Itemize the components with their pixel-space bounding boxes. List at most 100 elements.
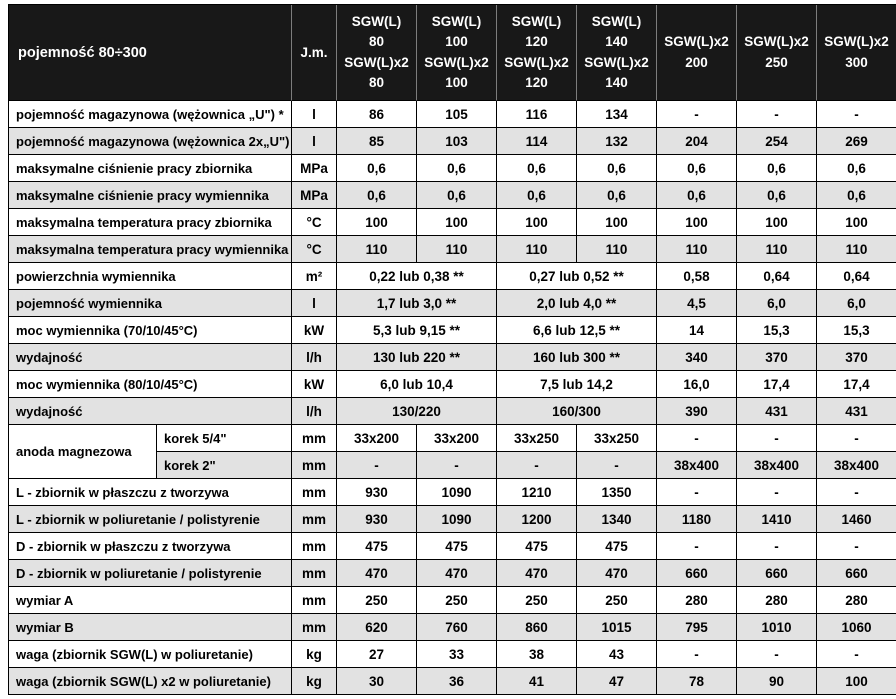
value-cell: 390 — [657, 398, 738, 425]
value-cell: 254 — [737, 128, 818, 155]
value-cell: 5,3 lub 9,15 ** — [337, 317, 498, 344]
value-cell: - — [737, 425, 818, 452]
row-unit: kW — [292, 317, 338, 344]
value-cell: 250 — [337, 587, 418, 614]
value-cell: 33x200 — [337, 425, 418, 452]
row-unit: mm — [292, 479, 338, 506]
value-cell: 0,6 — [817, 155, 896, 182]
row-unit: mm — [292, 452, 338, 479]
row-label: maksymalna temperatura pracy zbiornika — [9, 209, 293, 236]
row-unit: °C — [292, 209, 338, 236]
value-cell: 0,22 lub 0,38 ** — [337, 263, 498, 290]
row-label: L - zbiornik w poliuretanie / polistyren… — [9, 506, 293, 533]
value-cell: - — [817, 425, 896, 452]
value-cell: 0,6 — [737, 182, 818, 209]
value-cell: 6,0 — [817, 290, 896, 317]
value-cell: 130 lub 220 ** — [337, 344, 498, 371]
header-model-col-300: SGW(L)x2 300 — [817, 5, 896, 101]
row-label: L - zbiornik w płaszczu z tworzywa — [9, 479, 293, 506]
value-cell: 0,6 — [737, 155, 818, 182]
header-model-col-140: SGW(L) 140 SGW(L)x2 140 — [577, 5, 658, 101]
value-cell: - — [817, 101, 896, 128]
value-cell: 204 — [657, 128, 738, 155]
value-cell: 280 — [817, 587, 896, 614]
value-cell: 103 — [417, 128, 498, 155]
value-cell: 100 — [337, 209, 418, 236]
table-row: powierzchnia wymiennika m² 0,22 lub 0,38 *… — [9, 263, 896, 290]
row-unit: mm — [292, 506, 338, 533]
value-cell: 33x250 — [577, 425, 658, 452]
value-cell: 100 — [737, 209, 818, 236]
value-cell: 43 — [577, 641, 658, 668]
value-cell: 280 — [737, 587, 818, 614]
row-unit: MPa — [292, 182, 338, 209]
value-cell: 41 — [497, 668, 578, 695]
value-cell: 17,4 — [737, 371, 818, 398]
row-unit: mm — [292, 533, 338, 560]
value-cell: 660 — [737, 560, 818, 587]
row-label: maksymalne ciśnienie pracy zbiornika — [9, 155, 293, 182]
value-cell: 0,6 — [337, 155, 418, 182]
value-cell: - — [577, 452, 658, 479]
value-cell: 33x250 — [497, 425, 578, 452]
header-title: pojemność 80÷300 — [9, 5, 293, 101]
value-cell: 38x400 — [817, 452, 896, 479]
row-label: pojemność magazynowa (wężownica 2x„U") * — [9, 128, 293, 155]
value-cell: - — [657, 425, 738, 452]
table-row: wydajność l/h 130/220 160/300 390 431 431 — [9, 398, 896, 425]
value-cell: 116 — [497, 101, 578, 128]
value-cell: 0,6 — [497, 182, 578, 209]
value-cell: 105 — [417, 101, 498, 128]
header-model-col-100: SGW(L) 100 SGW(L)x2 100 — [417, 5, 498, 101]
row-unit: l — [292, 101, 338, 128]
value-cell: 475 — [577, 533, 658, 560]
value-cell: 1460 — [817, 506, 896, 533]
table-row: korek 2" mm - - - -38x400 38x400 38x400 — [9, 452, 896, 479]
value-cell: 1200 — [497, 506, 578, 533]
value-cell: 0,6 — [657, 182, 738, 209]
row-label: pojemność wymiennika — [9, 290, 293, 317]
row-label: powierzchnia wymiennika — [9, 263, 293, 290]
value-cell: 1060 — [817, 614, 896, 641]
value-cell: - — [657, 533, 738, 560]
value-cell: 1015 — [577, 614, 658, 641]
table-row: D - zbiornik w płaszczu z tworzywa mm 475 4… — [9, 533, 896, 560]
value-cell: 4,5 — [657, 290, 738, 317]
value-cell: 1,7 lub 3,0 ** — [337, 290, 498, 317]
row-sublabel: korek 2" — [157, 452, 293, 479]
table-row: pojemność magazynowa (wężownica „U") * l 8… — [9, 101, 896, 128]
value-cell: 110 — [417, 236, 498, 263]
row-label: D - zbiornik w poliuretanie / polistyren… — [9, 560, 293, 587]
value-cell: 100 — [817, 209, 896, 236]
row-label: waga (zbiornik SGW(L) x2 w poliuretanie) — [9, 668, 293, 695]
table-row: pojemność magazynowa (wężownica 2x„U") *… — [9, 128, 896, 155]
value-cell: 280 — [657, 587, 738, 614]
value-cell: 620 — [337, 614, 418, 641]
value-cell: 1340 — [577, 506, 658, 533]
value-cell: 160 lub 300 ** — [497, 344, 658, 371]
value-cell: 2,0 lub 4,0 ** — [497, 290, 658, 317]
spec-table: pojemność 80÷300 J.m. SGW(L) 80 SGW(L)x2… — [8, 4, 896, 695]
value-cell: 340 — [657, 344, 738, 371]
table-row: moc wymiennika (80/10/45°C) kW 6,0 lub 10,… — [9, 371, 896, 398]
row-label: pojemność magazynowa (wężownica „U") * — [9, 101, 293, 128]
table-row: maksymalne ciśnienie pracy wymiennika MPa… — [9, 182, 896, 209]
value-cell: 1210 — [497, 479, 578, 506]
value-cell: 431 — [817, 398, 896, 425]
table-row: maksymalna temperatura pracy zbiornika °C… — [9, 209, 896, 236]
value-cell: 0,6 — [497, 155, 578, 182]
value-cell: 33x200 — [417, 425, 498, 452]
table-row: waga (zbiornik SGW(L) x2 w poliuretanie)… — [9, 668, 896, 695]
value-cell: 100 — [817, 668, 896, 695]
row-unit: °C — [292, 236, 338, 263]
row-unit: mm — [292, 587, 338, 614]
value-cell: 110 — [577, 236, 658, 263]
value-cell: 33 — [417, 641, 498, 668]
table-row: maksymalne ciśnienie pracy zbiornika MPa 0… — [9, 155, 896, 182]
value-cell: 470 — [497, 560, 578, 587]
table-row: wydajność l/h 130 lub 220 ** 160 lub 300 **… — [9, 344, 896, 371]
row-unit: mm — [292, 560, 338, 587]
value-cell: 27 — [337, 641, 418, 668]
value-cell: 100 — [657, 209, 738, 236]
